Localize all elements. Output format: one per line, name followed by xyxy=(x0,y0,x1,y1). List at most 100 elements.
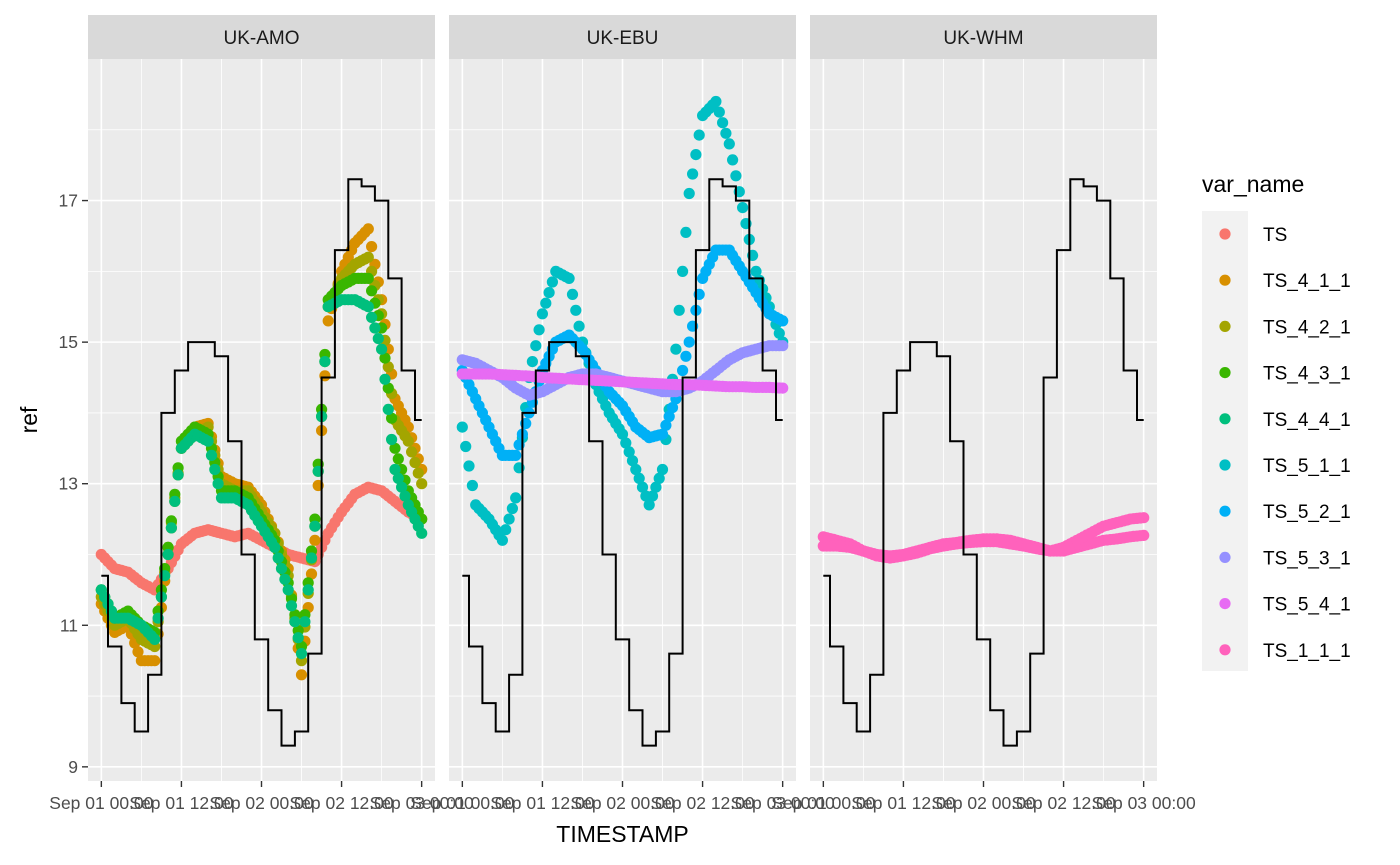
data-point xyxy=(382,403,394,415)
legend-label: TS_5_3_1 xyxy=(1263,548,1351,569)
data-point xyxy=(406,446,418,458)
data-point xyxy=(656,463,669,476)
legend-item: TS_4_4_1 xyxy=(1219,410,1351,431)
legend-item: TS_5_3_1 xyxy=(1219,548,1351,569)
data-point xyxy=(506,502,518,515)
data-point xyxy=(366,311,378,323)
data-point xyxy=(299,616,311,628)
data-point xyxy=(282,584,294,596)
data-point xyxy=(690,149,702,161)
legend-item: TS_5_4_1 xyxy=(1219,595,1351,616)
data-point xyxy=(650,481,662,493)
legend-key xyxy=(1219,551,1231,564)
data-point xyxy=(285,600,298,612)
data-point xyxy=(362,223,374,235)
data-point xyxy=(289,616,301,628)
x-tick-label: Sep 03 00:00 xyxy=(731,793,835,813)
data-point xyxy=(463,460,475,472)
data-point xyxy=(402,435,414,447)
ref-line xyxy=(823,178,1144,747)
data-point xyxy=(202,435,214,447)
x-tick-label: Sep 01 12:00 xyxy=(129,793,233,813)
data-point xyxy=(730,170,742,182)
data-point xyxy=(500,524,512,536)
data-point xyxy=(720,127,732,139)
x-tick-label: Sep 02 00:00 xyxy=(931,793,1035,813)
data-point xyxy=(212,478,224,490)
legend-label: TS xyxy=(1263,225,1287,246)
data-point xyxy=(727,154,739,166)
data-point xyxy=(149,655,161,667)
data-point xyxy=(510,492,522,504)
data-point xyxy=(643,499,655,511)
data-point xyxy=(570,304,582,316)
data-point xyxy=(412,467,424,479)
data-point xyxy=(399,490,411,502)
y-tick-label: 15 xyxy=(59,332,78,352)
data-point xyxy=(372,333,384,345)
data-point xyxy=(623,446,635,458)
data-point xyxy=(693,129,705,141)
data-point xyxy=(566,288,579,300)
data-point xyxy=(1138,512,1150,524)
data-point xyxy=(510,449,522,461)
data-point xyxy=(630,463,642,476)
data-point xyxy=(750,265,762,277)
facet-strip xyxy=(449,15,796,59)
data-point xyxy=(466,479,478,492)
x-tick-label: Sep 02 00:00 xyxy=(209,793,313,813)
data-point xyxy=(680,226,692,238)
data-point xyxy=(723,138,735,150)
data-point xyxy=(677,364,689,377)
facet-strip-label: UK-EBU xyxy=(587,28,659,49)
data-point xyxy=(460,440,472,453)
x-tick-label: Sep 02 12:00 xyxy=(290,793,394,813)
data-point xyxy=(149,633,161,646)
data-point xyxy=(1138,529,1150,542)
data-point xyxy=(713,106,725,118)
data-point xyxy=(392,472,404,484)
data-point xyxy=(687,168,699,180)
legend-key xyxy=(1219,598,1231,610)
data-point xyxy=(379,352,391,364)
data-point xyxy=(673,304,685,316)
data-point xyxy=(396,481,408,493)
data-point xyxy=(677,265,689,277)
legend-item: TS xyxy=(1219,225,1287,246)
legend-item: TS_4_1_1 xyxy=(1219,271,1351,292)
data-point xyxy=(543,287,555,299)
data-point xyxy=(392,453,404,465)
data-point xyxy=(305,552,318,564)
x-tick-label: Sep 02 12:00 xyxy=(651,793,755,813)
data-point xyxy=(573,320,585,332)
data-point xyxy=(362,251,374,263)
data-point xyxy=(319,356,331,368)
legend-label: TS_5_2_1 xyxy=(1263,502,1351,523)
legend-item: TS_4_3_1 xyxy=(1219,364,1351,385)
data-point xyxy=(710,95,722,108)
data-point xyxy=(369,322,381,334)
data-point xyxy=(663,410,675,423)
x-tick-label: Sep 01 12:00 xyxy=(490,793,594,813)
series-ts-1-1-1 xyxy=(817,512,1150,564)
data-point xyxy=(382,361,394,373)
data-point xyxy=(386,412,398,424)
legend-label: TS_5_1_1 xyxy=(1263,456,1351,477)
data-point xyxy=(279,573,291,585)
x-tick-label: Sep 03 00:00 xyxy=(1092,793,1196,813)
legend-label: TS_4_3_1 xyxy=(1263,364,1351,385)
data-point xyxy=(409,456,421,469)
ref-line xyxy=(101,178,422,747)
legend-key xyxy=(1219,505,1231,517)
legend-label: TS_1_1_1 xyxy=(1263,641,1351,662)
y-tick-label: 17 xyxy=(59,191,78,211)
data-point xyxy=(777,382,789,394)
data-point xyxy=(670,343,682,355)
legend-label: TS_5_4_1 xyxy=(1263,595,1351,616)
x-tick-label: Sep 02 12:00 xyxy=(1012,793,1116,813)
data-point xyxy=(272,552,284,564)
data-point xyxy=(773,327,785,339)
data-point xyxy=(646,490,659,502)
